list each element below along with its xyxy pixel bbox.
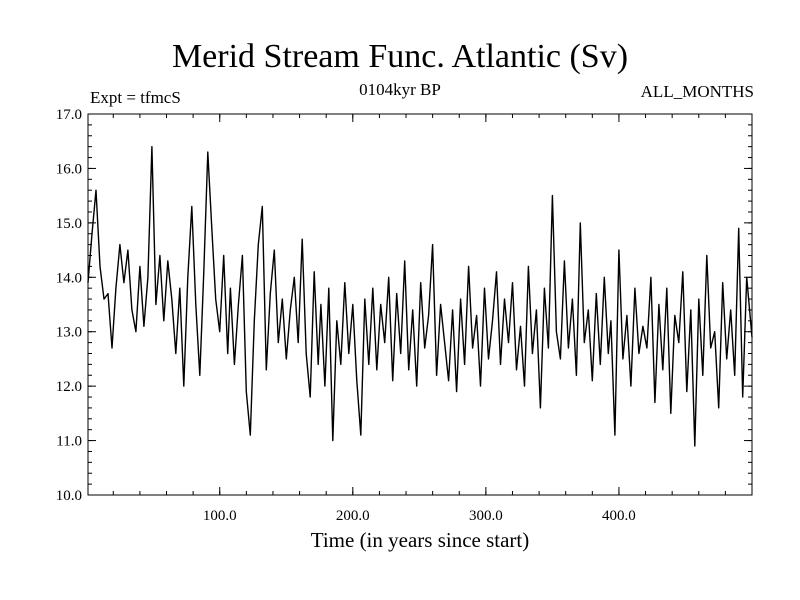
x-axis-label: Time (in years since start) — [310, 528, 530, 552]
x-tick-label: 400.0 — [602, 508, 636, 524]
y-tick-label: 12.0 — [56, 379, 82, 395]
experiment-label: Expt = tfmcS — [90, 88, 181, 107]
y-tick-label: 14.0 — [56, 270, 82, 286]
y-tick-label: 11.0 — [56, 434, 82, 450]
y-tick-label: 17.0 — [56, 107, 82, 123]
chart-subtitle: 0104kyr BP — [359, 80, 441, 99]
x-tick-label: 300.0 — [469, 508, 503, 524]
series-layer — [87, 145, 753, 447]
series-line — [87, 145, 753, 447]
y-tick-label: 15.0 — [56, 216, 82, 232]
chart-title: Merid Stream Func. Atlantic (Sv) — [171, 38, 629, 75]
y-tick-label: 10.0 — [56, 488, 82, 504]
axis-tick-labels: 10.0 11.0 12.0 13.0 14.0 15.0 16.0 17.0 100.0 200… — [56, 107, 636, 524]
x-tick-label: 200.0 — [336, 508, 370, 524]
y-tick-label: 13.0 — [56, 325, 82, 341]
x-tick-label: 100.0 — [203, 508, 237, 524]
y-tick-label: 16.0 — [56, 161, 82, 177]
plot-frame — [87, 113, 753, 496]
months-label: ALL_MONTHS — [640, 82, 754, 101]
